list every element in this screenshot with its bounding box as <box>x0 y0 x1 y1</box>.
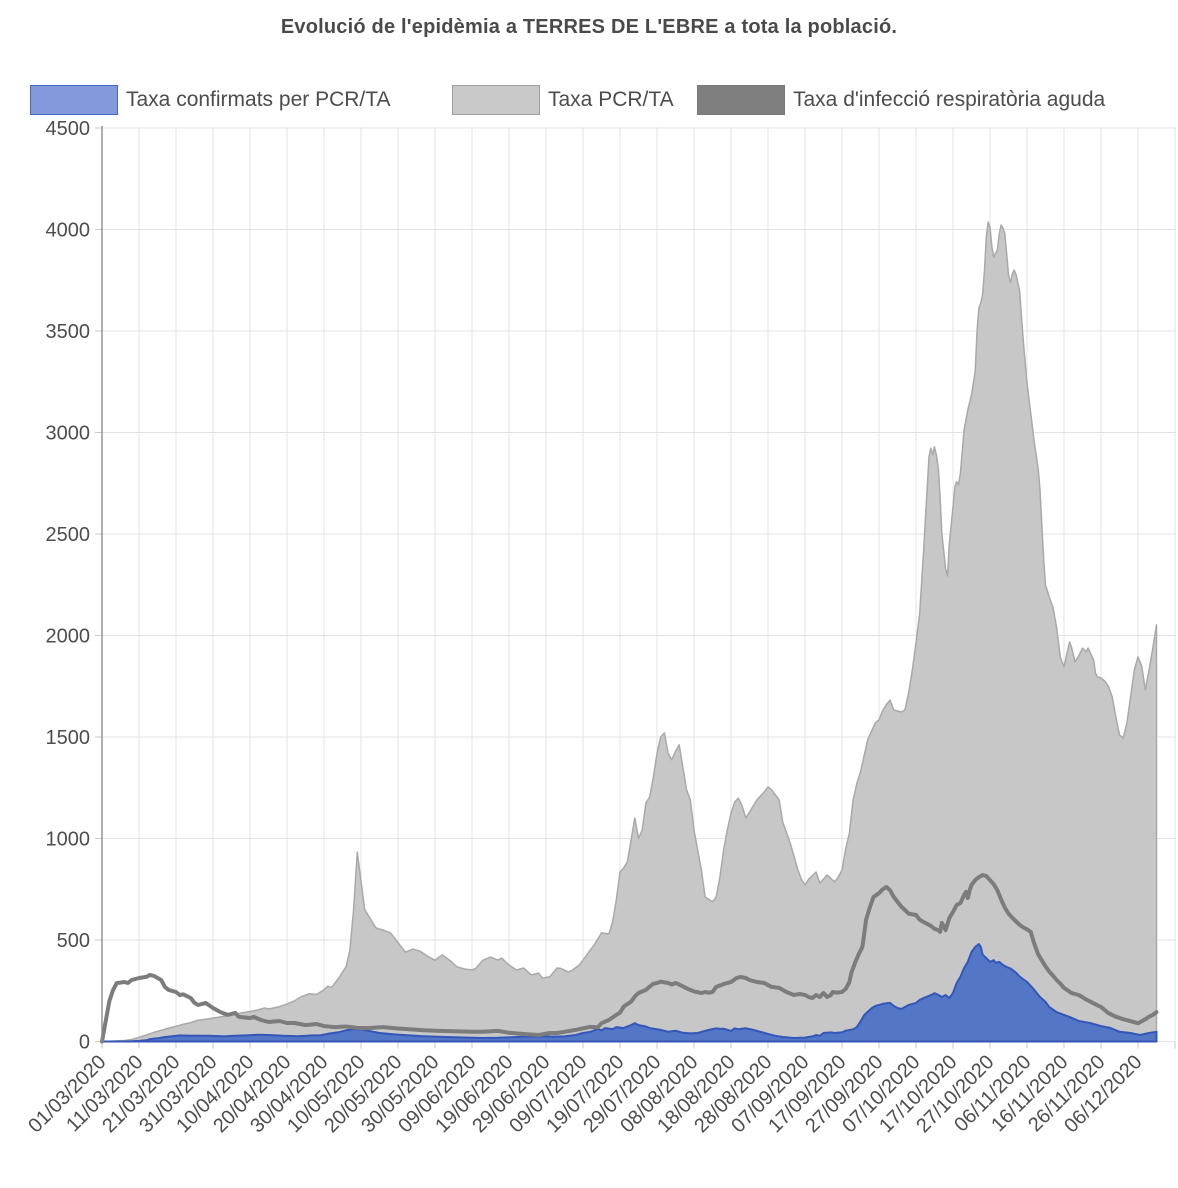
legend-swatch-taxa-pcr-icon <box>452 85 540 115</box>
legend-item-taxa-confirmats: Taxa confirmats per PCR/TA <box>30 85 391 115</box>
series-area-taxa-pcr-ta <box>101 221 1158 1043</box>
legend: Taxa confirmats per PCR/TA Taxa PCR/TA T… <box>0 85 1178 115</box>
y-tick-label: 1500 <box>46 727 91 749</box>
y-tick-label: 2500 <box>46 524 91 546</box>
y-tick-label: 3000 <box>46 423 91 445</box>
y-tick-label: 2000 <box>46 626 91 648</box>
y-tick-label: 4000 <box>46 220 91 242</box>
y-tick-label: 3500 <box>46 321 91 343</box>
y-tick-label: 500 <box>57 930 90 952</box>
x-axis-labels: 01/03/202011/03/202021/03/202031/03/2020… <box>24 1051 1146 1137</box>
legend-label-taxa-pcr: Taxa PCR/TA <box>548 88 674 111</box>
legend-label-taxa-confirmats: Taxa confirmats per PCR/TA <box>126 88 391 111</box>
y-axis-labels: 0 500 1000 1500 2000 2500 3000 3500 4000 4500 <box>46 118 91 1054</box>
legend-item-taxa-pcr: Taxa PCR/TA <box>452 85 674 115</box>
y-tick-label: 0 <box>79 1032 90 1054</box>
series <box>100 221 1159 1044</box>
series-line-taxa-d-infecci-respirat-ria-aguda <box>100 873 1159 1044</box>
legend-label-taxa-respiratoria: Taxa d'infecció respiratòria aguda <box>793 88 1106 111</box>
series-area-taxa-confirmats-per-pcr-ta <box>101 943 1158 1043</box>
legend-swatch-taxa-confirmats-icon <box>30 85 118 115</box>
y-tick-label: 1000 <box>46 829 91 851</box>
legend-swatch-taxa-respiratoria-icon <box>697 85 785 115</box>
y-tick-label: 4500 <box>46 118 91 140</box>
chart-title: Evolució de l'epidèmia a TERRES DE L'EBR… <box>280 16 898 38</box>
legend-item-taxa-respiratoria: Taxa d'infecció respiratòria aguda <box>697 85 1105 115</box>
